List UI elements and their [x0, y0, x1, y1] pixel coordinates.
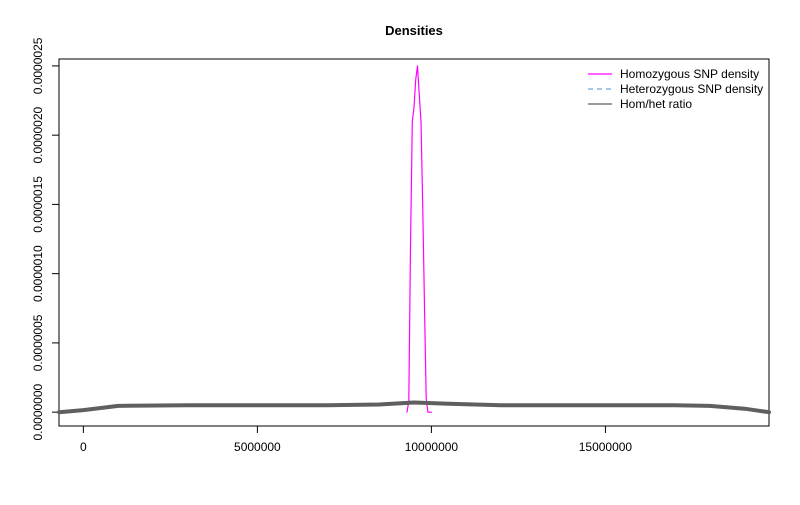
series-layer — [57, 65, 771, 415]
x-tick-label: 10000000 — [405, 440, 459, 454]
legend-label: Homozygous SNP density — [620, 67, 759, 81]
y-tick-label: 0.0000020 — [31, 106, 45, 163]
y-tick-label: 0.0000015 — [31, 176, 45, 233]
series-line — [406, 65, 432, 413]
y-tick-label: 0.0000010 — [31, 245, 45, 302]
plot-frame — [58, 58, 770, 427]
x-axis: 0 5000000 10000000 15000000 — [80, 425, 633, 454]
legend-label: Heterozygous SNP density — [620, 82, 763, 96]
x-tick-label: 0 — [80, 440, 87, 454]
y-tick-label: 0.0000000 — [31, 383, 45, 440]
y-tick-label: 0.0000025 — [31, 37, 45, 94]
series-line — [57, 400, 771, 415]
y-axis: 0.0000000 0.0000005 0.0000010 0.0000015 0.00… — [31, 37, 60, 441]
x-tick-label: 15000000 — [579, 440, 633, 454]
x-tick-label: 5000000 — [234, 440, 281, 454]
chart-title: Densities — [385, 23, 443, 38]
legend-label: Hom/het ratio — [620, 97, 692, 111]
y-tick-label: 0.0000005 — [31, 314, 45, 371]
